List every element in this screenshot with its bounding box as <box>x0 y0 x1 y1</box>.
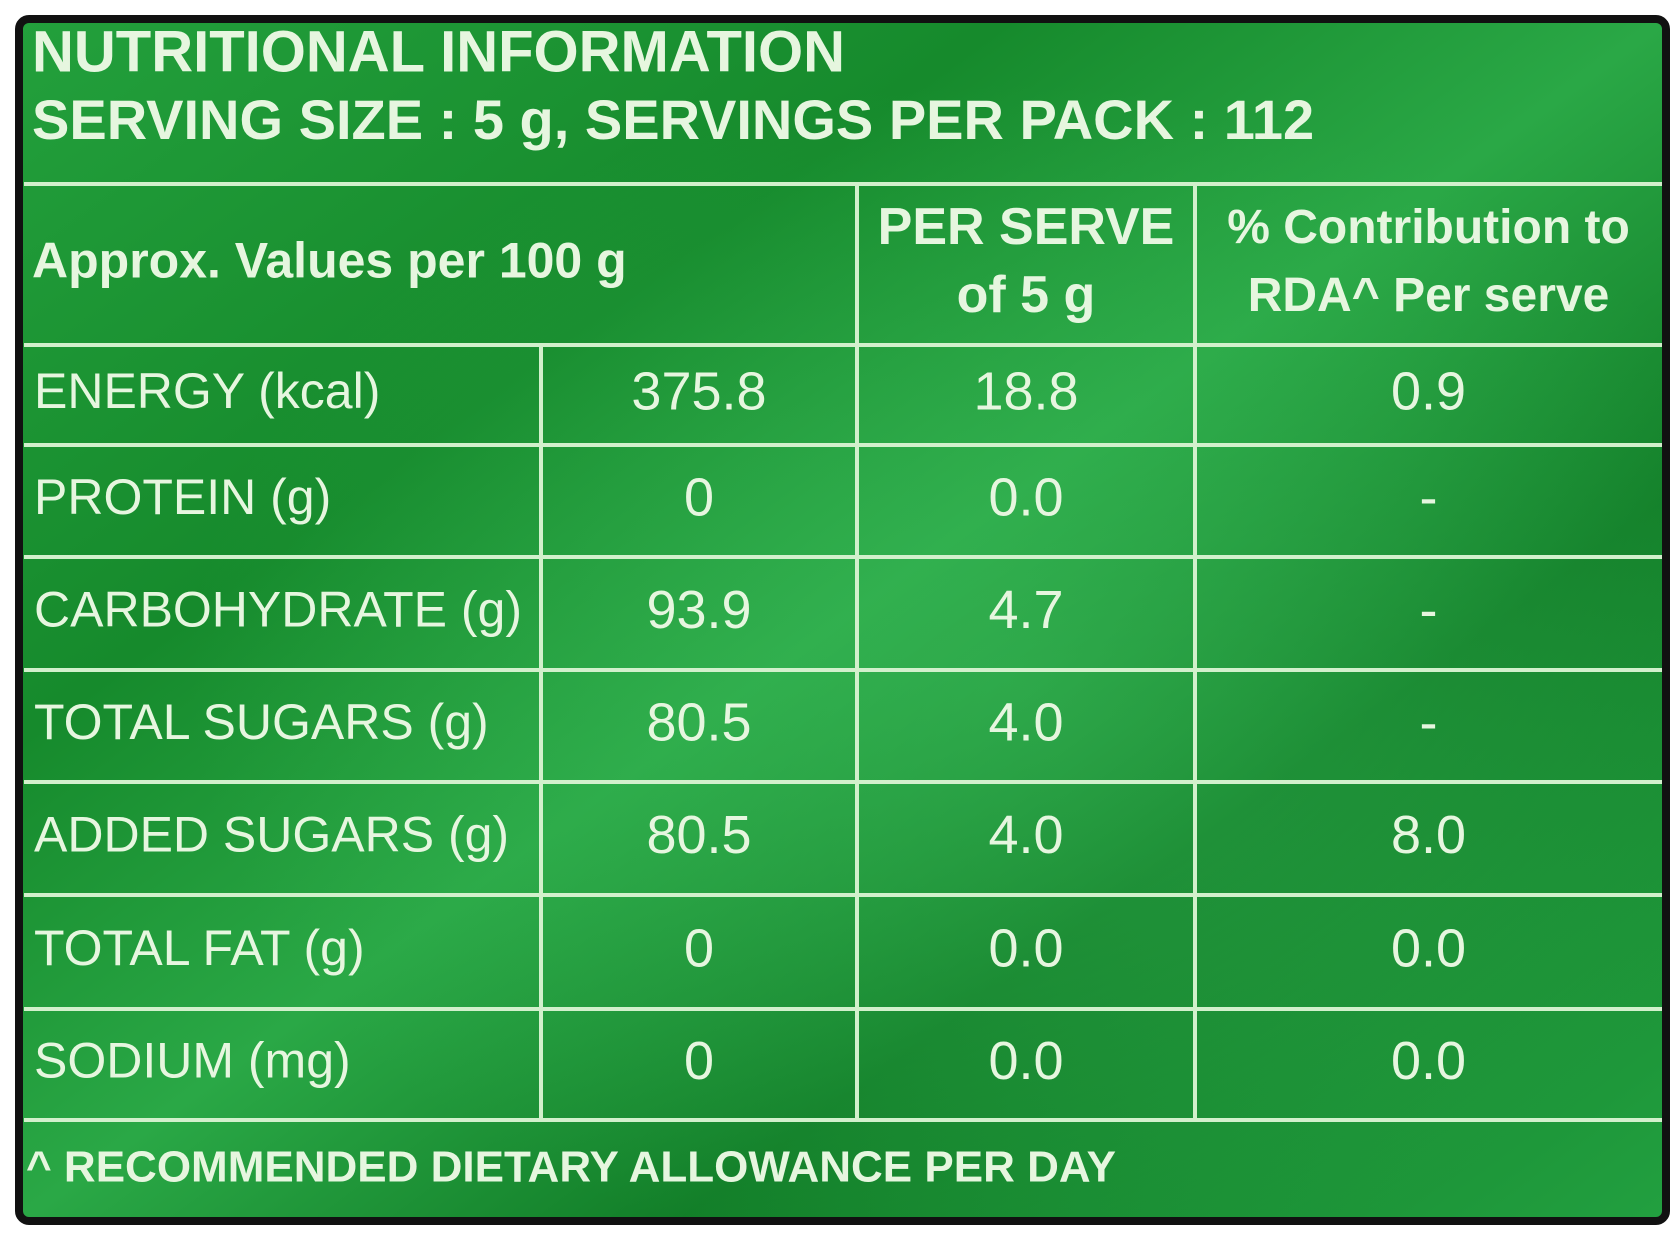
nutrient-name: ENERGY (kcal) <box>34 363 380 419</box>
nutrient-value: 93.9 <box>646 580 751 640</box>
nutrient-name: ADDED SUGARS (g) <box>34 807 509 863</box>
sheen <box>23 23 1662 1217</box>
subtitle: SERVING SIZE : 5 g, SERVINGS PER PACK : … <box>32 88 1314 151</box>
column-header: Approx. Values per 100 g <box>32 233 627 289</box>
nutrient-value: 0.9 <box>1391 361 1466 421</box>
column-header: PER SERVE <box>878 198 1175 256</box>
title: NUTRITIONAL INFORMATION <box>32 19 845 84</box>
nutrient-value: 0 <box>684 467 714 527</box>
nutrient-value: - <box>1420 692 1438 752</box>
footnote: ^ RECOMMENDED DIETARY ALLOWANCE PER DAY <box>26 1143 1116 1192</box>
nutrient-value: 18.8 <box>973 361 1078 421</box>
nutrient-value: 0.0 <box>1391 918 1466 978</box>
nutrient-value: 0 <box>684 918 714 978</box>
nutrient-value: 80.5 <box>646 692 751 752</box>
nutrient-value: 0.0 <box>988 1031 1063 1091</box>
nutrient-value: 4.7 <box>988 580 1063 640</box>
nutrient-name: TOTAL FAT (g) <box>34 920 365 976</box>
nutrient-value: - <box>1420 467 1438 527</box>
column-header: RDA^ Per serve <box>1248 269 1610 322</box>
nutrient-name: PROTEIN (g) <box>34 469 331 525</box>
nutrient-value: 0.0 <box>988 918 1063 978</box>
nutrient-value: 0.0 <box>988 467 1063 527</box>
nutrient-value: - <box>1420 580 1438 640</box>
table-grid: Approx. Values per 100 g PER SERVE of 5 g%… <box>24 182 1662 1122</box>
nutrient-value: 8.0 <box>1391 805 1466 865</box>
nutrient-value: 0 <box>684 1031 714 1091</box>
nutrient-name: CARBOHYDRATE (g) <box>34 582 522 638</box>
nutrient-value: 4.0 <box>988 692 1063 752</box>
nutrient-value: 80.5 <box>646 805 751 865</box>
nutrient-name: TOTAL SUGARS (g) <box>34 694 489 750</box>
nutrient-value: 0.0 <box>1391 1031 1466 1091</box>
column-header: % Contribution to <box>1227 201 1630 254</box>
column-header: of 5 g <box>957 266 1096 324</box>
nutrient-value: 4.0 <box>988 805 1063 865</box>
nutrient-value: 375.8 <box>631 361 766 421</box>
nutrient-name: SODIUM (mg) <box>34 1033 351 1089</box>
